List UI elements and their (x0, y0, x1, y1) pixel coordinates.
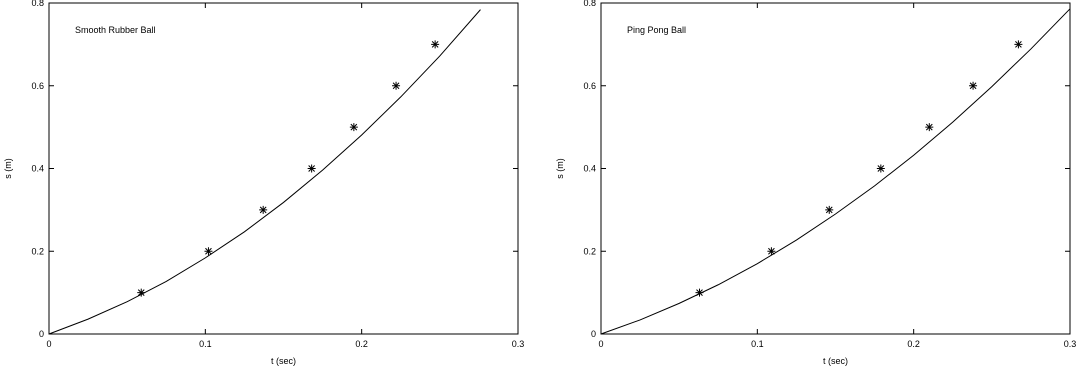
data-point-marker (392, 81, 401, 90)
axis-ticks: 0 0.1 0.2 0.3 0 0.2 0.4 0.6 0.8 (31, 0, 524, 349)
data-points (695, 40, 1023, 297)
data-point-marker (204, 247, 213, 256)
x-tick-label: 0.2 (907, 339, 920, 349)
y-tick-label: 0.2 (583, 246, 596, 256)
fit-curve (48, 9, 481, 335)
x-axis-label: t (sec) (271, 356, 296, 366)
axis-ticks: 0 0.1 0.2 0.3 0 0.2 0.4 0.6 0.8 (583, 0, 1076, 349)
data-point-marker (431, 40, 440, 49)
data-point-marker (1014, 40, 1023, 49)
x-tick-label: 0.3 (1064, 339, 1077, 349)
chart-smooth-rubber-ball: Smooth Rubber Ball t (sec) s (m) 0 0.1 0.2… (3, 0, 524, 366)
x-tick-label: 0.1 (199, 339, 212, 349)
y-tick-label: 0 (39, 329, 44, 339)
data-point-marker (307, 164, 316, 173)
y-tick-label: 0.8 (583, 0, 596, 8)
y-tick-label: 0.4 (31, 164, 44, 174)
data-point-marker (695, 288, 704, 297)
y-tick-label: 0.8 (31, 0, 44, 8)
data-point-marker (349, 123, 358, 132)
y-tick-label: 0 (591, 329, 596, 339)
fit-curve (600, 8, 1071, 335)
x-axis-label: t (sec) (823, 356, 848, 366)
data-point-marker (925, 123, 934, 132)
y-tick-label: 0.2 (31, 246, 44, 256)
chart-title: Ping Pong Ball (627, 25, 686, 35)
data-point-marker (137, 288, 146, 297)
data-point-marker (259, 205, 268, 214)
data-point-marker (767, 247, 776, 256)
y-tick-label: 0.6 (583, 81, 596, 91)
plot-frame (600, 2, 1071, 335)
x-tick-label: 0.2 (355, 339, 368, 349)
x-tick-label: 0.3 (512, 339, 525, 349)
data-point-marker (825, 205, 834, 214)
x-tick-label: 0.1 (751, 339, 764, 349)
y-axis-label: s (m) (555, 158, 565, 179)
data-point-marker (969, 81, 978, 90)
y-tick-label: 0.6 (31, 81, 44, 91)
data-points (137, 40, 440, 297)
data-point-marker (876, 164, 885, 173)
y-axis-label: s (m) (3, 158, 13, 179)
y-tick-label: 0.4 (583, 164, 596, 174)
x-tick-label: 0 (598, 339, 603, 349)
chart-title: Smooth Rubber Ball (75, 25, 156, 35)
plot-frame (48, 2, 519, 335)
chart-ping-pong-ball: Ping Pong Ball t (sec) s (m) 0 0.1 0.2 0.30… (555, 0, 1076, 366)
x-tick-label: 0 (46, 339, 51, 349)
